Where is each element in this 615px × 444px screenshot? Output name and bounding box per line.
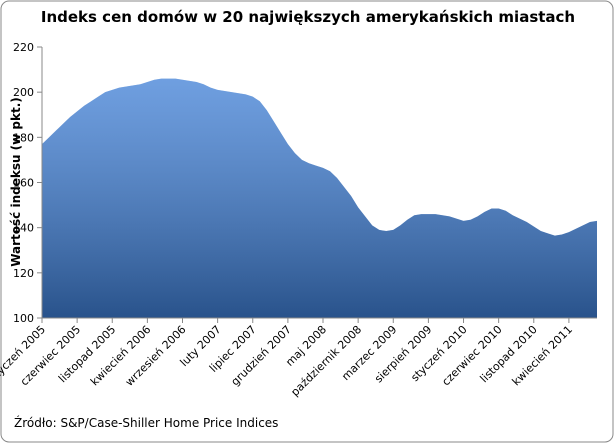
y-tick-label: 160: [13, 177, 34, 190]
area-shade: [42, 78, 597, 318]
y-tick-label: 120: [13, 267, 34, 280]
y-tick-label: 200: [13, 86, 34, 99]
y-tick-label: 140: [13, 222, 34, 235]
y-tick-label: 220: [13, 41, 34, 54]
y-tick-label: 100: [13, 312, 34, 325]
y-tick-label: 180: [13, 131, 34, 144]
source: Źródło: S&P/Case-Shiller Home Price Indi…: [14, 415, 278, 430]
y-axis-title: Wartość indeksu (w pkt.): [9, 97, 23, 267]
chart-title: Indeks cen domów w 20 największych amery…: [41, 8, 575, 26]
